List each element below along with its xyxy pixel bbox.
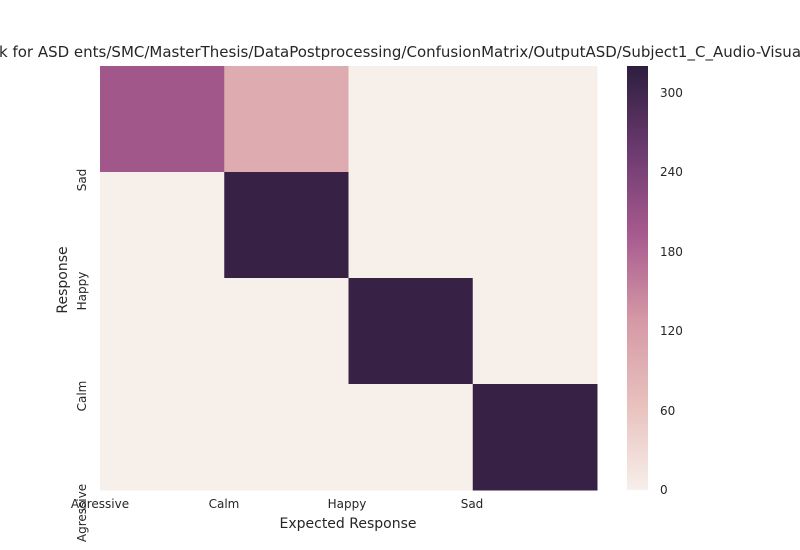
- heatmap-cell: [100, 384, 225, 491]
- colorbar: [627, 66, 648, 490]
- heatmap-cell: [224, 278, 349, 385]
- heatmap-cell: [100, 278, 225, 385]
- y-tick-label: Sad: [75, 168, 89, 192]
- colorbar-tick-label: 0: [660, 483, 668, 497]
- x-tick-label: Calm: [208, 497, 240, 511]
- x-tick-label: Agressive: [70, 497, 130, 511]
- heatmap-cell: [472, 384, 598, 491]
- heatmap-cell: [472, 66, 598, 173]
- colorbar-tick-label: 60: [660, 404, 676, 418]
- heatmap-cell: [224, 384, 349, 491]
- colorbar-tick-label: 300: [660, 86, 683, 100]
- x-tick-label: Sad: [460, 497, 484, 511]
- heatmap-cell: [100, 172, 225, 279]
- colorbar-tick-label: 240: [660, 165, 683, 179]
- heatmap-cell: [348, 172, 474, 279]
- heatmap-cell: [348, 278, 474, 385]
- y-tick-label: Happy: [75, 271, 89, 311]
- colorbar-tick-label: 180: [660, 245, 683, 259]
- chart-title: k for ASD ents/SMC/MasterThesis/DataPost…: [0, 43, 800, 61]
- y-tick-label: Agressive: [75, 483, 89, 543]
- x-axis-label: Expected Response: [279, 516, 417, 532]
- y-tick-label: Calm: [75, 380, 89, 412]
- heatmap-cell: [472, 278, 598, 385]
- heatmap-cell: [224, 66, 349, 173]
- heatmap-cell: [472, 172, 598, 279]
- heatmap-cell: [224, 172, 349, 279]
- heatmap-cell: [348, 384, 474, 491]
- y-axis-label: Response: [55, 246, 71, 314]
- colorbar-tick-label: 120: [660, 324, 683, 338]
- heatmap-cell: [100, 66, 225, 173]
- heatmap-cell: [348, 66, 474, 173]
- x-tick-label: Happy: [327, 497, 367, 511]
